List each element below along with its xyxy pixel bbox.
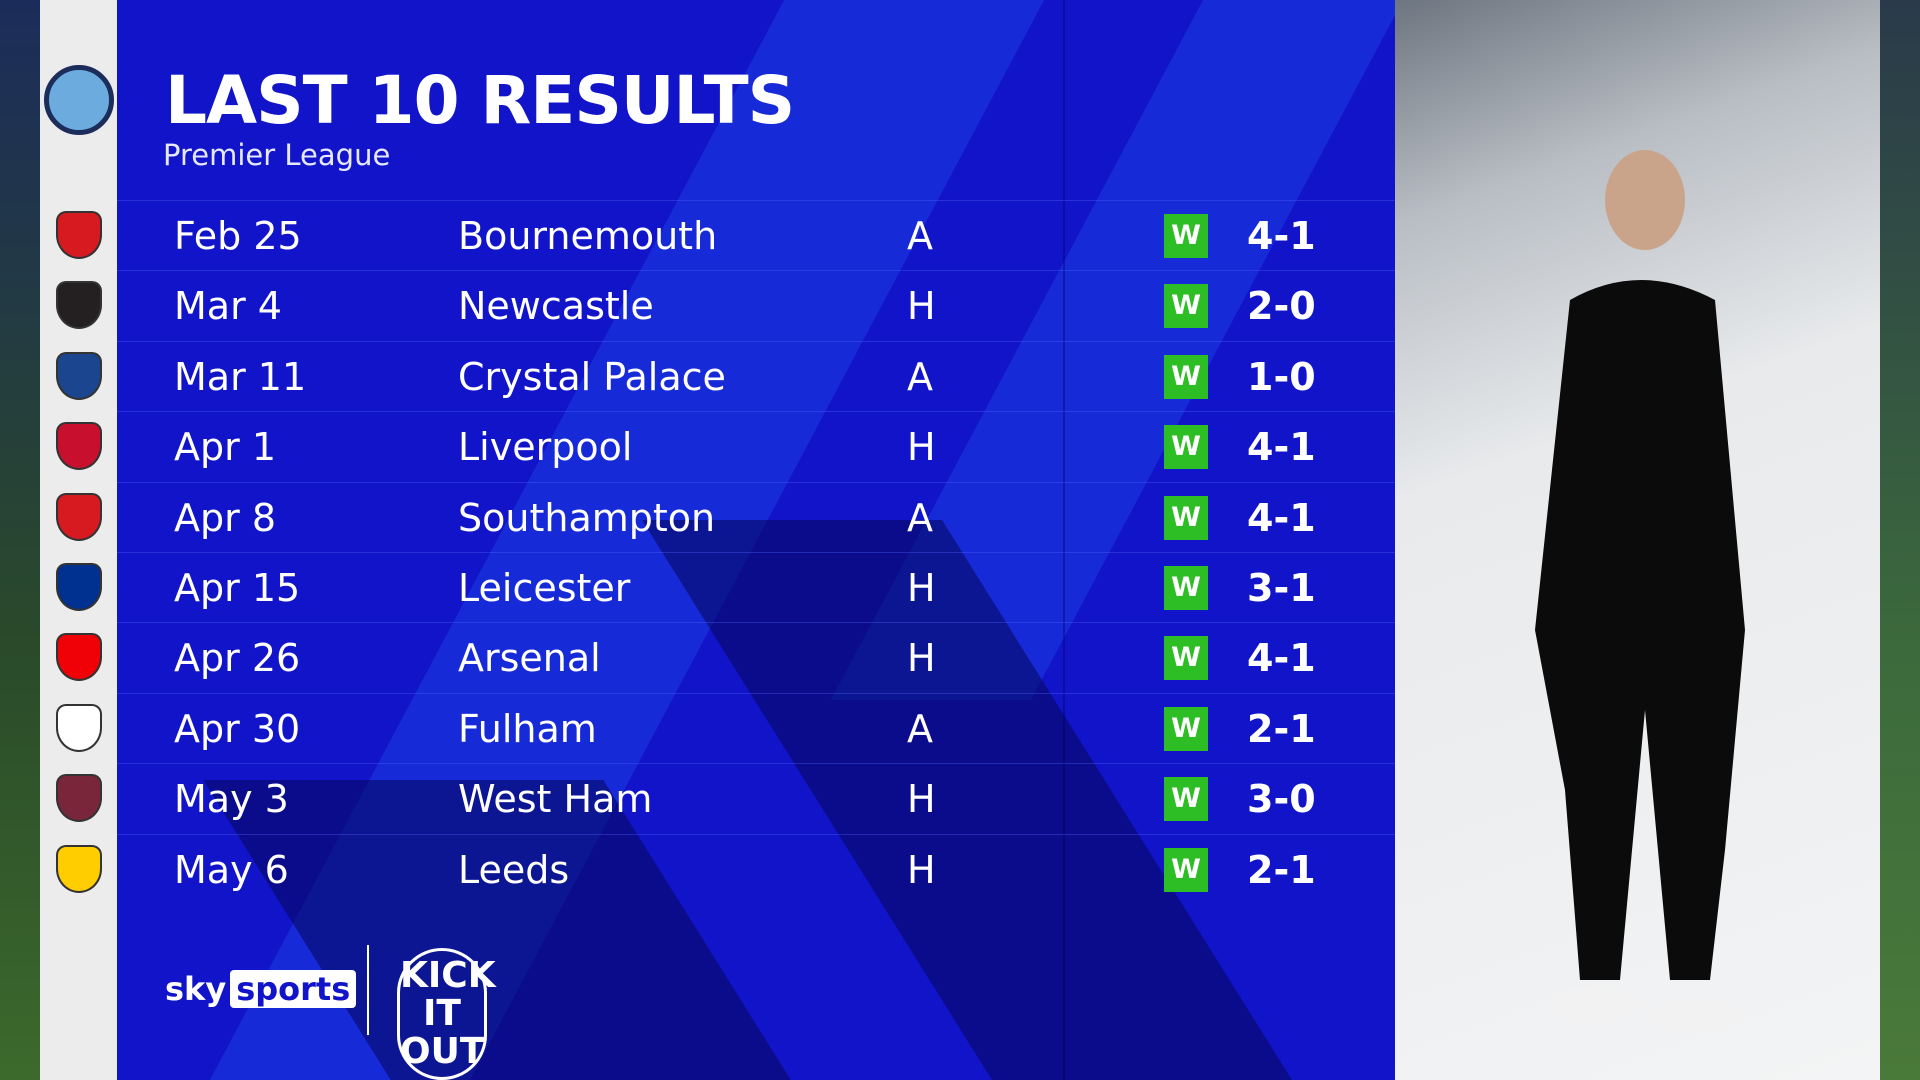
opponent-crest-icon <box>56 351 102 400</box>
outcome-badge: W <box>1164 847 1208 892</box>
venue: H <box>907 566 936 610</box>
score: 4-1 <box>1247 636 1316 681</box>
opponent-crest-icon <box>56 211 102 259</box>
match-date: Apr 26 <box>174 636 301 681</box>
venue: A <box>907 214 933 258</box>
outcome-badge: W <box>1164 214 1208 258</box>
page-title: LAST 10 RESULTS <box>165 62 795 139</box>
outcome-badge: W <box>1164 566 1208 610</box>
result-row: Apr 15 Leicester H W 3-1 <box>117 552 1395 622</box>
outcome-badge: W <box>1164 777 1208 822</box>
result-row: Feb 25 Bournemouth A W 4-1 <box>117 200 1395 270</box>
result-row: Mar 11 Crystal Palace A W 1-0 <box>117 340 1395 411</box>
outcome-badge: W <box>1164 636 1208 681</box>
stadium-background-left <box>0 0 40 1080</box>
opponent-crest-icon <box>56 492 102 541</box>
score: 2-1 <box>1247 706 1316 751</box>
score: 3-0 <box>1247 777 1316 822</box>
venue: H <box>907 777 936 822</box>
venue: A <box>907 495 933 540</box>
opponent-name: Crystal Palace <box>458 354 726 399</box>
opponent-name: Arsenal <box>458 636 601 681</box>
score: 2-0 <box>1247 284 1316 329</box>
score: 4-1 <box>1247 425 1316 470</box>
score: 3-1 <box>1247 566 1316 610</box>
opponent-crest-icon <box>56 281 102 330</box>
manager-photo <box>1395 0 1880 1080</box>
result-row: Apr 26 Arsenal H W 4-1 <box>117 622 1395 692</box>
sky-sports-logo: sky sports <box>165 970 357 1008</box>
manager-figure-icon <box>1535 150 1745 1033</box>
result-row: Apr 1 Liverpool H W 4-1 <box>117 411 1395 481</box>
venue: A <box>907 706 933 751</box>
opponent-crest-icon <box>56 703 102 752</box>
opponent-name: Liverpool <box>458 425 633 470</box>
score: 2-1 <box>1247 847 1316 892</box>
opponent-name: Fulham <box>458 706 597 751</box>
opponent-name: Bournemouth <box>458 214 718 258</box>
match-date: May 6 <box>174 847 289 892</box>
outcome-badge: W <box>1164 425 1208 470</box>
opponent-crest-icon <box>56 774 102 823</box>
opponent-name: Newcastle <box>458 284 654 329</box>
stadium-background-right <box>1880 0 1920 1080</box>
score: 4-1 <box>1247 495 1316 540</box>
opponent-name: Southampton <box>458 495 716 540</box>
opponent-crest-icon <box>56 422 102 471</box>
results-panel <box>117 0 1395 1080</box>
venue: H <box>907 284 936 329</box>
opponent-name: Leicester <box>458 566 631 610</box>
kick-it-out-logo: KICK IT OUT <box>397 948 496 1080</box>
outcome-badge: W <box>1164 706 1208 751</box>
outcome-badge: W <box>1164 495 1208 540</box>
result-row: Apr 8 Southampton A W 4-1 <box>117 481 1395 552</box>
match-date: May 3 <box>174 777 289 822</box>
venue: H <box>907 636 936 681</box>
opponent-crest-icon <box>56 633 102 682</box>
opponent-name: Leeds <box>458 847 570 892</box>
match-date: Feb 25 <box>174 214 302 258</box>
opponent-crest-icon <box>56 563 102 611</box>
venue: H <box>907 425 936 470</box>
score: 1-0 <box>1247 354 1316 399</box>
footer-divider <box>367 945 369 1035</box>
match-date: Apr 30 <box>174 706 301 751</box>
match-date: Mar 4 <box>174 284 282 329</box>
result-row: May 3 West Ham H W 3-0 <box>117 763 1395 833</box>
match-date: Apr 1 <box>174 425 276 470</box>
venue: H <box>907 847 936 892</box>
manchester-city-crest-icon <box>44 65 114 135</box>
opponent-crest-icon <box>56 844 102 893</box>
result-row: Mar 4 Newcastle H W 2-0 <box>117 270 1395 340</box>
match-date: Apr 8 <box>174 495 276 540</box>
match-date: Apr 15 <box>174 566 301 610</box>
venue: A <box>907 354 933 399</box>
opponent-name: West Ham <box>458 777 653 822</box>
competition-subtitle: Premier League <box>163 138 391 172</box>
match-date: Mar 11 <box>174 354 307 399</box>
score: 4-1 <box>1247 214 1316 258</box>
outcome-badge: W <box>1164 284 1208 329</box>
result-row: May 6 Leeds H W 2-1 <box>117 833 1395 904</box>
outcome-badge: W <box>1164 354 1208 399</box>
result-row: Apr 30 Fulham A W 2-1 <box>117 692 1395 763</box>
